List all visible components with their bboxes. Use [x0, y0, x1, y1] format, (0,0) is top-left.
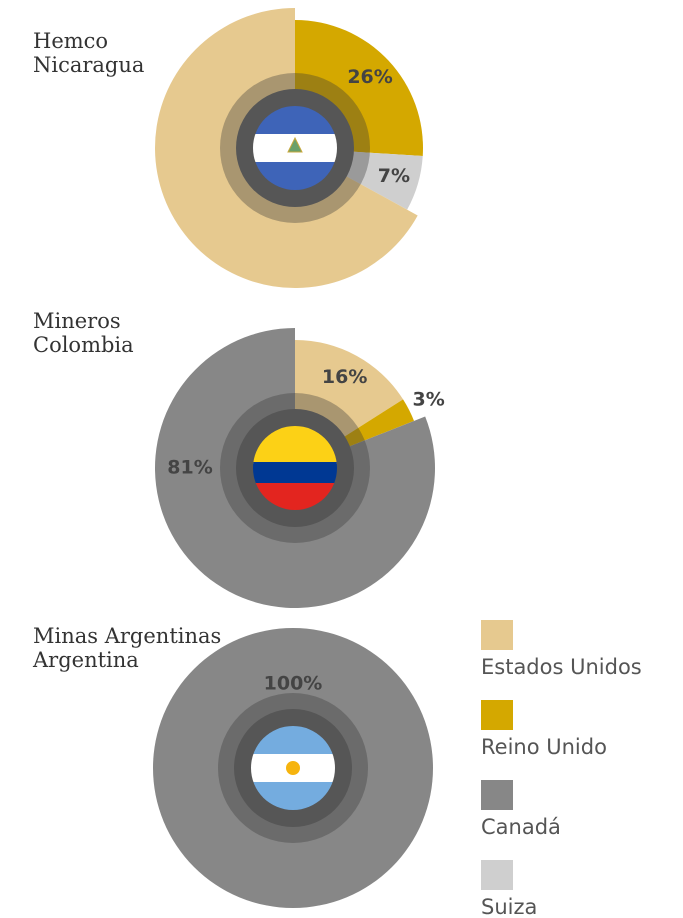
- chart-title: Mineros: [33, 309, 121, 333]
- legend-swatch: [481, 700, 513, 730]
- legend-swatch: [481, 860, 513, 890]
- data-label: 16%: [322, 366, 367, 388]
- data-label: 26%: [347, 66, 392, 88]
- legend-swatch: [481, 780, 513, 810]
- legend-label: Suiza: [481, 895, 537, 918]
- chart-subtitle: Colombia: [33, 333, 134, 357]
- chart-subtitle: Argentina: [32, 648, 139, 672]
- legend-label: Canadá: [481, 815, 561, 839]
- legend-swatch: [481, 620, 513, 650]
- legend-label: Reino Unido: [481, 735, 607, 759]
- chart-title: Minas Argentinas: [33, 624, 221, 648]
- legend-label: Estados Unidos: [481, 655, 642, 679]
- chart-subtitle: Nicaragua: [33, 53, 144, 77]
- data-label: 7%: [378, 165, 410, 187]
- chart-title: Hemco: [33, 29, 108, 53]
- data-label: 81%: [167, 457, 212, 479]
- flags: [251, 106, 337, 810]
- data-label: 3%: [413, 388, 445, 410]
- data-label: 100%: [264, 673, 323, 695]
